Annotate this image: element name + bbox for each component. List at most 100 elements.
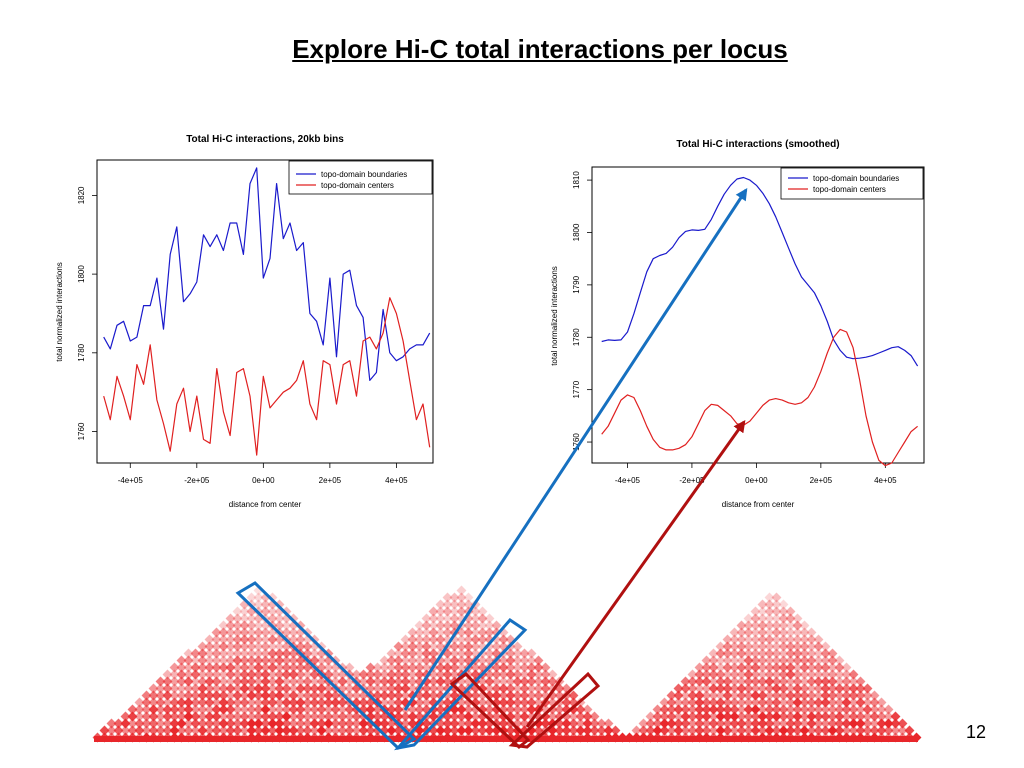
heatmap-cell [442, 599, 453, 610]
heatmap-cell [505, 690, 516, 701]
heatmap-cell [750, 704, 761, 715]
heatmap-cell [484, 725, 495, 736]
heatmap-cell [281, 606, 292, 617]
heatmap-cell [449, 599, 460, 610]
heatmap-cell [281, 697, 292, 708]
heatmap-cell [477, 725, 488, 736]
y-tick-label: 1800 [77, 265, 86, 283]
heatmap-cell [365, 704, 376, 715]
heatmap-cell [827, 662, 838, 673]
heatmap-cell [288, 690, 299, 701]
heatmap-cell [736, 627, 747, 638]
heatmap-cell [757, 711, 768, 722]
heatmap-cell [883, 725, 894, 736]
heatmap-cell [239, 718, 250, 729]
heatmap-cell [225, 690, 236, 701]
heatmap-cell [372, 725, 383, 736]
heatmap-cell [162, 676, 173, 687]
heatmap-cell [813, 669, 824, 680]
heatmap-cell [106, 725, 117, 736]
heatmap-cell [267, 683, 278, 694]
heatmap-cell [260, 662, 271, 673]
heatmap-cell [512, 711, 523, 722]
heatmap-cell [99, 725, 110, 736]
x-axis: -4e+05 -2e+05 0e+00 2e+05 4e+05 [118, 463, 408, 485]
heatmap-cell [743, 697, 754, 708]
heatmap-cell [505, 725, 516, 736]
heatmap-cell [491, 620, 502, 631]
heatmap-cell [190, 718, 201, 729]
heatmap-cell [554, 711, 565, 722]
heatmap-cell [253, 599, 264, 610]
heatmap-cell [729, 711, 740, 722]
heatmap-cell [673, 690, 684, 701]
heatmap-cell [722, 655, 733, 666]
heatmap-cell [757, 704, 768, 715]
heatmap-cell [806, 718, 817, 729]
heatmap-cell [799, 690, 810, 701]
heatmap-cell [456, 641, 467, 652]
heatmap-cell [260, 599, 271, 610]
heatmap-cell [316, 704, 327, 715]
heatmap-cell [253, 690, 264, 701]
y-tick-label: 1790 [572, 275, 581, 293]
heatmap-cell [750, 655, 761, 666]
heatmap-cell [323, 704, 334, 715]
heatmap-cell [575, 725, 586, 736]
heatmap-cell [582, 718, 593, 729]
heatmap-cell [218, 704, 229, 715]
heatmap-cell [239, 725, 250, 736]
heatmap-cell [764, 648, 775, 659]
heatmap-cell [456, 648, 467, 659]
heatmap-cell [260, 655, 271, 666]
heatmap-cell [239, 627, 250, 638]
heatmap-cell [792, 620, 803, 631]
heatmap-cell [463, 641, 474, 652]
heatmap-cell [778, 690, 789, 701]
heatmap-cell [526, 676, 537, 687]
heatmap-cell [141, 704, 152, 715]
heatmap-cell [771, 606, 782, 617]
y-tick-label: 1820 [77, 186, 86, 204]
heatmap-cell [484, 620, 495, 631]
heatmap-cell [778, 648, 789, 659]
x-axis-label: distance from center [722, 500, 795, 509]
heatmap-cell [183, 662, 194, 673]
plot-frame [591, 166, 925, 464]
heatmap-cell [799, 634, 810, 645]
heatmap-cell [288, 711, 299, 722]
heatmap-cell [701, 655, 712, 666]
heatmap-cell [127, 704, 138, 715]
heatmap-cell [526, 697, 537, 708]
heatmap-cell [393, 711, 404, 722]
heatmap-cell [225, 662, 236, 673]
heatmap-cell [134, 704, 145, 715]
heatmap-cell [736, 620, 747, 631]
heatmap-cell [701, 718, 712, 729]
heatmap-cell [351, 669, 362, 680]
heatmap-cell [561, 725, 572, 736]
heatmap-cell [435, 704, 446, 715]
heatmap-cell [848, 676, 859, 687]
heatmap-cell [148, 718, 159, 729]
heatmap-cell [575, 711, 586, 722]
heatmap-cell [834, 718, 845, 729]
heatmap-cell [372, 683, 383, 694]
heatmap-cell [827, 725, 838, 736]
heatmap-cell [442, 613, 453, 624]
heatmap-cell [519, 676, 530, 687]
heatmap-cell [407, 683, 418, 694]
heatmap-cell [232, 620, 243, 631]
heatmap-cell [792, 648, 803, 659]
heatmap-cell [274, 697, 285, 708]
heatmap-cell [316, 725, 327, 736]
heatmap-cell [862, 718, 873, 729]
heatmap-cell [148, 704, 159, 715]
heatmap-cell [218, 676, 229, 687]
heatmap-cell [421, 683, 432, 694]
heatmap-cell [715, 648, 726, 659]
heatmap-cell [512, 683, 523, 694]
heatmap-cell [169, 676, 180, 687]
heatmap-cell [218, 662, 229, 673]
heatmap-cell [267, 648, 278, 659]
